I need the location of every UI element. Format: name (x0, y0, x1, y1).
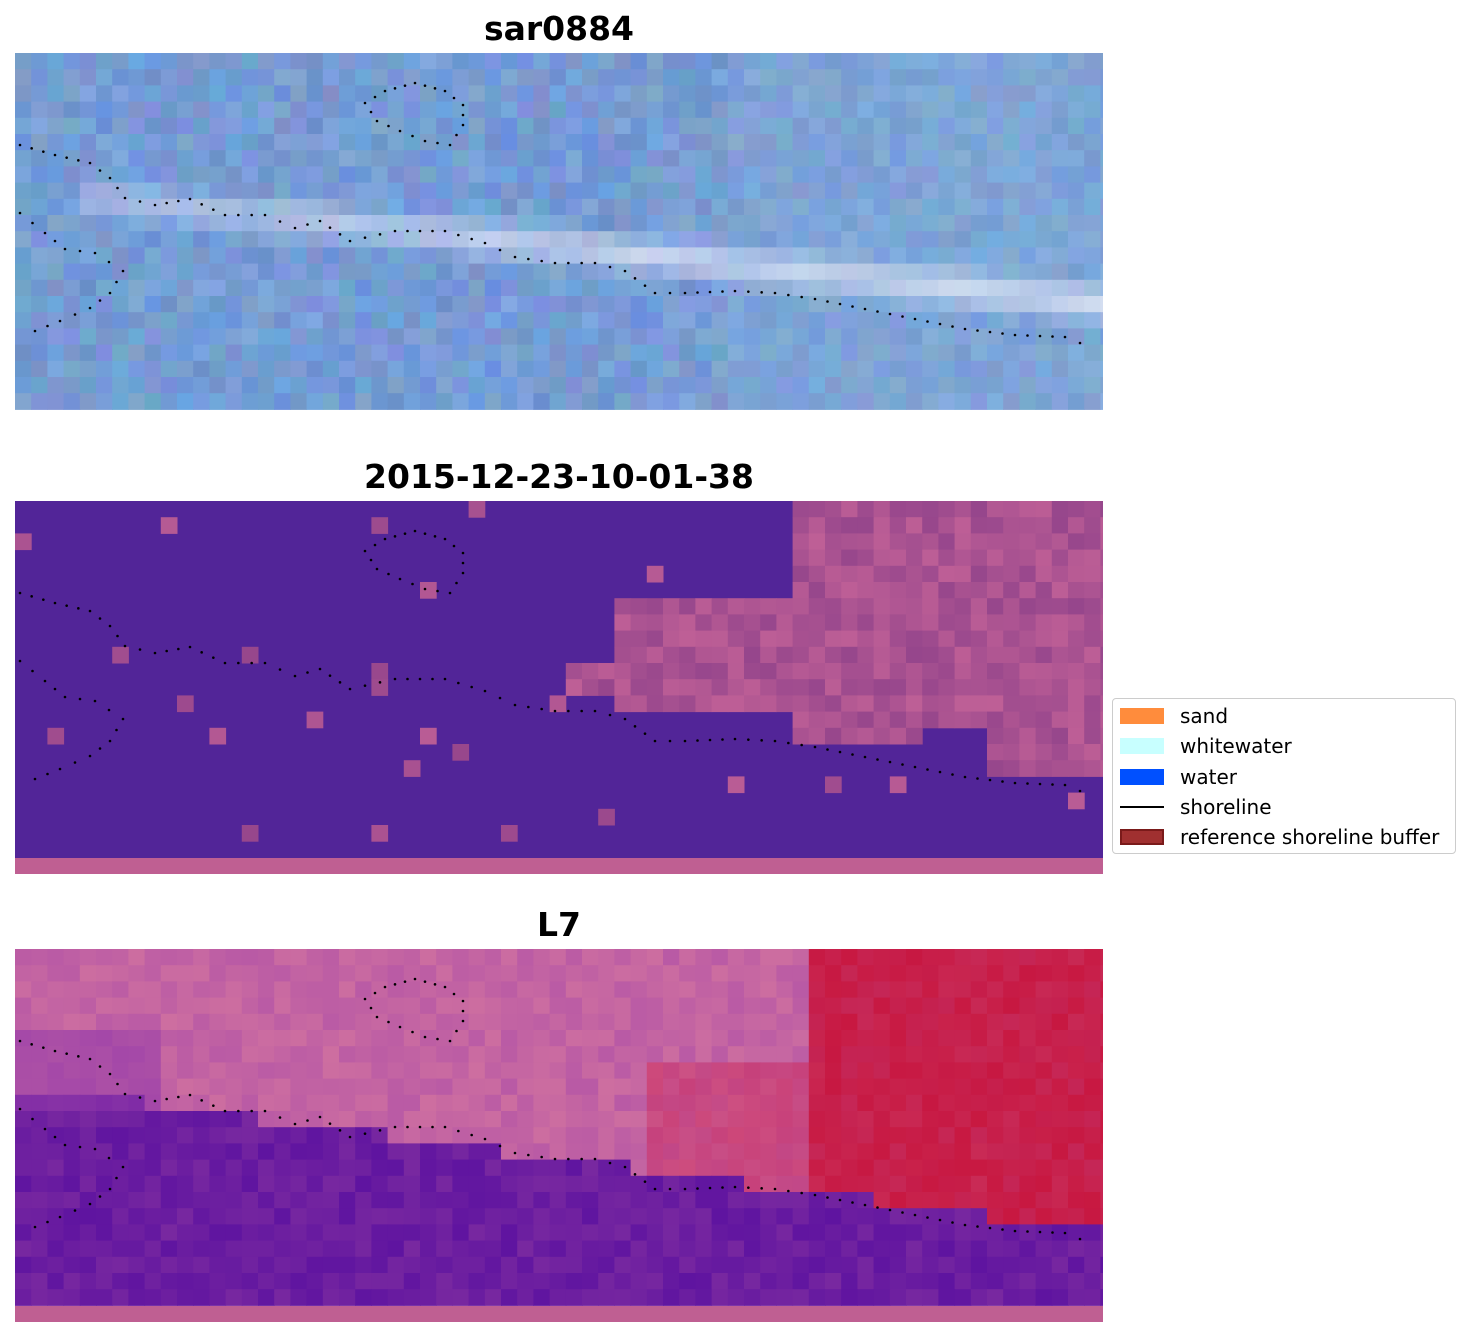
legend: sand whitewater water shoreline referenc… (1112, 698, 1456, 854)
shoreline-dots (18, 591, 1082, 793)
reference-buffer-swatch (1120, 829, 1164, 845)
shoreline-dots (18, 659, 125, 781)
legend-item-sand: sand (1120, 704, 1228, 728)
image-panel-classified (15, 501, 1103, 874)
panel-title-3: L7 (537, 905, 581, 944)
panel-title-2: 2015-12-23-10-01-38 (364, 457, 754, 496)
shoreline-dots (18, 143, 1082, 345)
whitewater-swatch (1120, 738, 1164, 754)
sand-swatch (1120, 708, 1164, 724)
water-swatch (1120, 769, 1164, 785)
image-panel-sar (15, 53, 1103, 410)
shoreline-dots (18, 1039, 1082, 1241)
shoreline-line-swatch (1120, 806, 1164, 808)
legend-item-whitewater: whitewater (1120, 734, 1292, 758)
shoreline-dots (363, 529, 465, 595)
classified-image (15, 501, 1103, 874)
legend-label: water (1180, 765, 1237, 789)
shoreline-dots (18, 211, 125, 333)
shoreline-dots (18, 1107, 125, 1229)
shoreline-dots (363, 81, 465, 147)
legend-label: whitewater (1180, 734, 1292, 758)
legend-item-shoreline: shoreline (1120, 795, 1272, 819)
shoreline-dots (363, 977, 465, 1043)
sar-image (15, 53, 1103, 410)
legend-item-reference-buffer: reference shoreline buffer (1120, 825, 1439, 849)
legend-label: sand (1180, 704, 1229, 728)
l7-image (15, 949, 1103, 1322)
panel-title-1: sar0884 (483, 9, 635, 48)
image-panel-l7 (15, 949, 1103, 1322)
legend-label: reference shoreline buffer (1180, 825, 1440, 849)
legend-label: shoreline (1180, 795, 1272, 819)
legend-item-water: water (1120, 765, 1237, 789)
